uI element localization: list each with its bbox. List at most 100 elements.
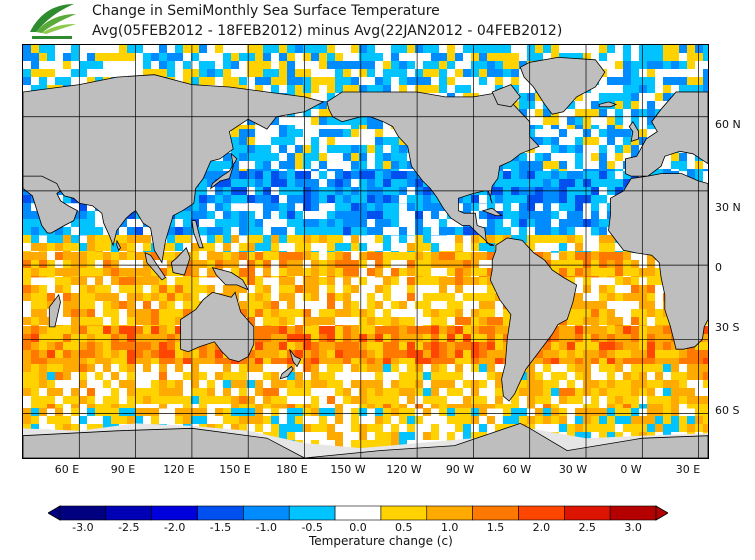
anomaly-cell: [367, 309, 375, 317]
anomaly-cell: [583, 364, 591, 372]
anomaly-cell: [271, 301, 279, 309]
anomaly-cell: [647, 334, 655, 342]
anomaly-cell: [407, 325, 415, 327]
anomaly-cell: [399, 358, 407, 365]
anomaly-cell: [335, 309, 343, 317]
anomaly-cell: [575, 243, 583, 251]
anomaly-cell: [335, 326, 343, 334]
anomaly-cell: [287, 260, 295, 268]
anomaly-cell: [303, 293, 311, 301]
anomaly-cell: [127, 380, 135, 388]
anomaly-cell: [127, 408, 135, 416]
anomaly-cell: [247, 235, 255, 243]
anomaly-cell: [31, 358, 39, 365]
anomaly-cell: [631, 268, 639, 276]
colorbar-label: Temperature change (c): [309, 534, 453, 548]
anomaly-cell: [703, 45, 708, 53]
anomaly-cell: [671, 153, 679, 161]
colorbar-tick-label: -2.5: [118, 521, 140, 534]
anomaly-cell: [143, 260, 151, 268]
anomaly-cell: [135, 342, 143, 350]
anomaly-cell: [167, 388, 175, 396]
anomaly-cell: [95, 251, 103, 253]
anomaly-cell: [599, 195, 607, 203]
anomaly-cell: [639, 268, 647, 276]
lat-label-60s: 60 S: [715, 404, 740, 417]
anomaly-cell: [703, 326, 708, 334]
anomaly-cell: [623, 85, 631, 93]
anomaly-cell: [471, 203, 479, 211]
anomaly-cell: [191, 350, 199, 358]
anomaly-cell: [167, 396, 175, 404]
anomaly-cell: [287, 301, 295, 309]
anomaly-cell: [399, 326, 407, 334]
anomaly-cell: [343, 388, 351, 396]
anomaly-cell: [599, 179, 607, 187]
anomaly-cell: [343, 358, 351, 365]
anomaly-cell: [47, 396, 55, 404]
anomaly-cell: [519, 101, 527, 109]
anomaly-cell: [295, 211, 303, 219]
anomaly-cell: [591, 211, 599, 219]
anomaly-cell: [247, 317, 255, 325]
anomaly-cell: [295, 252, 303, 260]
anomaly-cell: [263, 334, 271, 342]
anomaly-cell: [447, 260, 455, 268]
anomaly-cell: [623, 129, 631, 137]
anomaly-cell: [359, 252, 367, 260]
anomaly-cell: [383, 61, 391, 69]
anomaly-cell: [215, 45, 223, 53]
anomaly-cell: [519, 211, 527, 219]
anomaly-cell: [623, 251, 631, 253]
anomaly-cell: [487, 53, 495, 61]
anomaly-cell: [239, 424, 247, 432]
anomaly-cell: [79, 358, 87, 365]
anomaly-cell: [383, 277, 391, 285]
anomaly-cell: [199, 195, 207, 203]
anomaly-cell: [407, 171, 415, 179]
anomaly-cell: [495, 195, 503, 203]
anomaly-cell: [87, 309, 95, 317]
anomaly-cell: [623, 45, 631, 53]
anomaly-cell: [623, 334, 631, 342]
anomaly-cell: [359, 53, 367, 61]
anomaly-cell: [615, 251, 623, 253]
anomaly-cell: [311, 358, 319, 365]
anomaly-cell: [39, 350, 47, 358]
anomaly-cell: [31, 85, 39, 93]
anomaly-cell: [423, 432, 431, 440]
anomaly-cell: [399, 404, 407, 409]
anomaly-cell: [335, 416, 343, 424]
anomaly-cell: [95, 342, 103, 350]
anomaly-cell: [407, 342, 415, 350]
anomaly-cell: [407, 285, 415, 293]
anomaly-cell: [583, 317, 591, 325]
anomaly-cell: [103, 53, 111, 61]
anomaly-cell: [55, 404, 63, 409]
anomaly-cell: [239, 195, 247, 203]
anomaly-cell: [551, 227, 559, 235]
anomaly-cell: [327, 285, 335, 293]
anomaly-cell: [287, 372, 295, 380]
anomaly-cell: [559, 251, 567, 253]
anomaly-cell: [575, 219, 583, 227]
anomaly-cell: [127, 334, 135, 342]
anomaly-cell: [71, 53, 79, 61]
anomaly-cell: [335, 325, 343, 327]
anomaly-cell: [575, 301, 583, 309]
anomaly-cell: [39, 53, 47, 61]
map-canvas: [23, 45, 708, 458]
anomaly-cell: [175, 45, 183, 53]
anomaly-cell: [383, 285, 391, 293]
anomaly-cell: [391, 203, 399, 211]
anomaly-cell: [279, 129, 287, 137]
anomaly-cell: [543, 179, 551, 187]
anomaly-cell: [439, 334, 447, 342]
anomaly-cell: [351, 396, 359, 404]
anomaly-cell: [415, 277, 423, 285]
anomaly-cell: [71, 301, 79, 309]
anomaly-cell: [279, 277, 287, 285]
anomaly-cell: [87, 251, 95, 253]
anomaly-cell: [79, 293, 87, 301]
anomaly-cell: [559, 243, 567, 251]
